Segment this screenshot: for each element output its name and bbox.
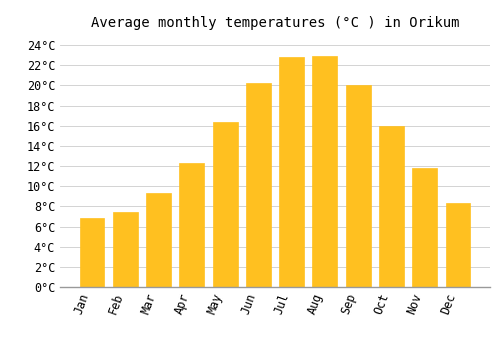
Bar [80, 218, 104, 287]
Bar [379, 126, 404, 287]
Bar [279, 57, 304, 287]
Bar [113, 212, 138, 287]
Bar [446, 203, 470, 287]
Bar [346, 85, 370, 287]
Bar [180, 163, 204, 287]
Title: Average monthly temperatures (°C ) in Orikum: Average monthly temperatures (°C ) in Or… [91, 16, 459, 30]
Bar [146, 193, 171, 287]
Bar [312, 56, 338, 287]
Bar [412, 168, 437, 287]
Bar [246, 83, 271, 287]
Bar [212, 122, 238, 287]
